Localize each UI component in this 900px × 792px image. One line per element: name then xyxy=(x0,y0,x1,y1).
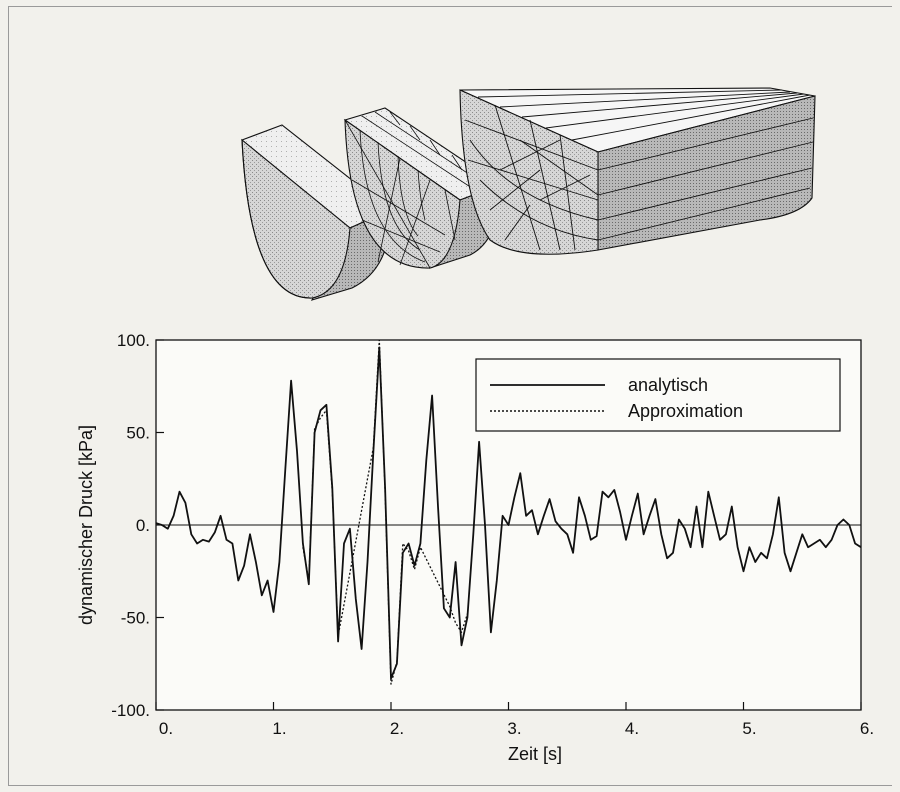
series-line-approximation xyxy=(302,340,469,685)
x-axis-label: Zeit [s] xyxy=(508,744,562,764)
x-tick-label: 3. xyxy=(507,719,521,738)
meshed-half-disk xyxy=(343,107,502,269)
pressure-time-plot: -100. -50. 0. 50. 100. 0. 1. 2. 3. 4. 5. 6. Zeit [… xyxy=(76,331,874,764)
x-tick-label: 2. xyxy=(390,719,404,738)
series-line-analytisch xyxy=(156,346,861,680)
x-tick-label: 4. xyxy=(625,719,639,738)
y-tick-label: 100. xyxy=(117,331,150,350)
meshed-half-cylinder xyxy=(459,87,816,255)
series-lines xyxy=(156,340,861,685)
y-tick-label: 0. xyxy=(136,516,150,535)
legend: analytisch Approximation xyxy=(475,358,841,432)
legend-box xyxy=(475,358,841,432)
y-ticks: -100. -50. 0. 50. 100. xyxy=(111,331,164,720)
x-tick-label: 0. xyxy=(159,719,173,738)
x-tick-label: 1. xyxy=(272,719,286,738)
y-axis-label: dynamischer Druck [kPa] xyxy=(76,425,96,625)
y-tick-label: -50. xyxy=(121,609,150,628)
y-tick-label: 50. xyxy=(126,424,150,443)
x-tick-label: 6. xyxy=(860,719,874,738)
x-tick-label: 5. xyxy=(742,719,756,738)
legend-label-approximation: Approximation xyxy=(628,401,743,421)
fe-mesh-illustration xyxy=(240,87,816,301)
x-ticks: 0. 1. 2. 3. 4. 5. 6. xyxy=(155,702,874,738)
y-tick-label: -100. xyxy=(111,701,150,720)
figure-frame xyxy=(8,6,892,786)
solid-half-disk xyxy=(240,124,392,301)
legend-label-analytisch: analytisch xyxy=(628,375,708,395)
